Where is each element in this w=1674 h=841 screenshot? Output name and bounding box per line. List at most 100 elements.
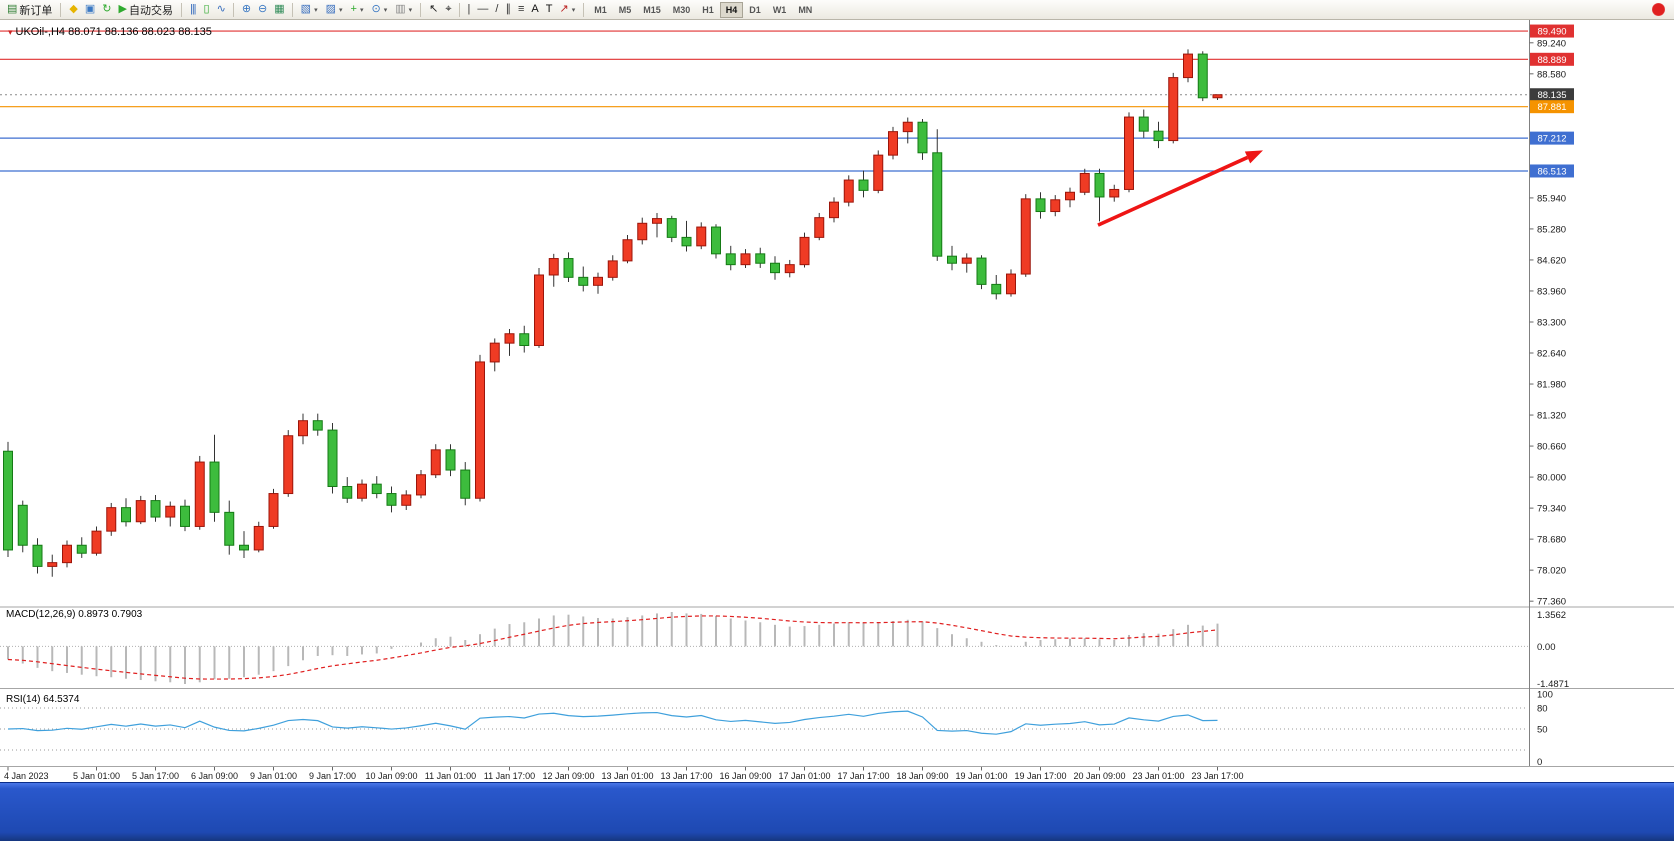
label-button[interactable]: T: [542, 1, 556, 19]
trendline-icon: /: [495, 3, 498, 15]
indicators-button[interactable]: + ▾: [347, 1, 368, 19]
timeframe-mn-button[interactable]: MN: [798, 4, 813, 15]
candle-body: [327, 429, 338, 487]
time-label: 11 Jan 01:00: [425, 771, 476, 781]
dropdown-arrow-icon: ▾: [571, 6, 576, 14]
toolbar: ▤ 新订单 ◆ ▣ ↻ ▶ 自动交易 ||| ▯ ∿ ⊕ ⊖ ▦ ▧ ▾ ▨ ▾ + ▾ ⊙ ▾ ▥ ▾ ↖ ⌖ | — / ∥ ≡ A T ↗…: [0, 0, 1674, 20]
price-tick-label: 85.940: [1537, 193, 1566, 204]
time-label: 9 Jan 01:00: [250, 771, 297, 781]
candle-body: [534, 274, 544, 346]
new-order-button[interactable]: ▤ 新订单: [3, 1, 56, 19]
time-label: 9 Jan 17:00: [309, 771, 356, 781]
fibonacci-button[interactable]: ≡: [514, 1, 527, 19]
timeframe-h1-button[interactable]: H1: [702, 4, 714, 15]
time-label: 17 Jan 17:00: [837, 771, 889, 781]
toolbar-separator: [583, 2, 585, 17]
vline-button[interactable]: |: [464, 1, 474, 19]
rsi-scale-label: 0: [1537, 757, 1542, 768]
time-label: 13 Jan 01:00: [601, 771, 653, 781]
periods-button[interactable]: ⊙ ▾: [367, 1, 391, 19]
macd-label: MACD(12,26,9) 0.8973 0.7903: [6, 609, 143, 620]
macd-scale-max: 1.3562: [1537, 610, 1566, 621]
candle-body: [386, 493, 397, 506]
symbol-marker-icon[interactable]: ▾: [8, 27, 13, 37]
candle-body: [652, 218, 662, 224]
new-order-icon: ▤: [7, 3, 17, 15]
tile-windows-button[interactable]: ▦: [270, 1, 287, 19]
candle-body: [1197, 53, 1208, 99]
candlestick-chart-button[interactable]: ▯: [200, 1, 213, 19]
refresh-icon: ↻: [102, 3, 111, 15]
macd-scale-zero: 0.00: [1537, 642, 1556, 653]
taskbar[interactable]: [0, 782, 1674, 841]
channel-button[interactable]: ∥: [501, 1, 514, 19]
profiles-button[interactable]: ▨ ▾: [322, 1, 347, 19]
price-badge-88.889: 88.889: [1530, 52, 1574, 66]
candle-body: [430, 449, 441, 476]
candle-body: [1006, 273, 1016, 295]
timeframe-m1-button[interactable]: M1: [594, 4, 607, 15]
candle-body: [47, 562, 58, 567]
price-tick-label: 81.320: [1537, 411, 1566, 422]
candle-body: [371, 483, 382, 495]
data-window-button[interactable]: ▣: [81, 1, 98, 19]
notification-badge[interactable]: [1652, 3, 1665, 16]
shapes-button[interactable]: ↗ ▾: [555, 1, 579, 19]
text-button[interactable]: A: [527, 1, 541, 19]
refresh-button[interactable]: ↻: [98, 1, 114, 19]
metaeditor-button[interactable]: ◆: [65, 1, 80, 19]
candle-body: [1212, 94, 1223, 99]
timeframe-h4-button[interactable]: H4: [719, 1, 744, 18]
candle-body: [135, 500, 146, 523]
zoom-in-icon: ⊕: [241, 3, 251, 15]
toolbar-separator: [420, 2, 422, 17]
templates-button[interactable]: ▥ ▾: [391, 1, 416, 19]
candle-body: [121, 507, 131, 523]
time-label: 4 Jan 2023: [4, 771, 49, 781]
time-label: 19 Jan 01:00: [955, 771, 1007, 781]
timeframe-m5-button[interactable]: M5: [618, 4, 632, 15]
crosshair-button[interactable]: ⌖: [441, 1, 454, 19]
candle-body: [445, 449, 456, 471]
price-tick-label: 83.300: [1537, 317, 1566, 328]
candle-body: [843, 179, 854, 203]
hline-button[interactable]: —: [473, 1, 491, 19]
svg-text:87.212: 87.212: [1537, 134, 1566, 145]
candle-body: [976, 257, 987, 285]
time-label: 16 Jan 09:00: [719, 771, 771, 781]
auto-trading-button[interactable]: ▶ 自动交易: [115, 1, 177, 19]
rsi-line: [7, 710, 1218, 735]
new-chart-button[interactable]: ▧ ▾: [297, 1, 322, 19]
candle-body: [548, 258, 559, 276]
bar-chart-icon: |||: [189, 3, 197, 15]
timeframe-m15-button[interactable]: M15: [643, 4, 661, 15]
crosshair-icon: ⌖: [445, 3, 451, 15]
timeframe-w1-button[interactable]: W1: [772, 4, 787, 15]
cursor-button[interactable]: ↖: [425, 1, 441, 19]
bar-chart-button[interactable]: |||: [186, 1, 200, 19]
price-tick-label: 78.680: [1537, 535, 1566, 546]
zoom-in-button[interactable]: ⊕: [238, 1, 254, 19]
candle-body: [563, 258, 574, 278]
candle-body: [342, 485, 353, 499]
chart-canvas[interactable]: 89.240 88.580 85.940 85.280 84.620 83.960 83.3…: [0, 20, 1674, 782]
rsi-scale-label: 80: [1537, 704, 1548, 715]
trendline-button[interactable]: /: [491, 1, 501, 19]
horizontal-line-icon: —: [477, 3, 488, 15]
zoom-out-button[interactable]: ⊖: [254, 1, 270, 19]
zoom-out-icon: ⊖: [258, 3, 267, 15]
candle-body: [253, 525, 264, 551]
time-label: 12 Jan 09:00: [542, 771, 594, 781]
candle-body: [298, 420, 308, 437]
line-chart-button[interactable]: ∿: [213, 1, 229, 19]
cursor-icon: ↖: [429, 3, 438, 15]
candle-body: [416, 474, 426, 496]
candle-body: [357, 483, 367, 499]
candle-body: [681, 236, 692, 247]
candle-body: [401, 494, 412, 506]
timeframe-d1-button[interactable]: D1: [749, 4, 761, 15]
timeframe-m30-button[interactable]: M30: [672, 4, 691, 15]
trend-arrow[interactable]: [1097, 150, 1263, 227]
rsi-label: RSI(14) 64.5374: [6, 694, 80, 705]
